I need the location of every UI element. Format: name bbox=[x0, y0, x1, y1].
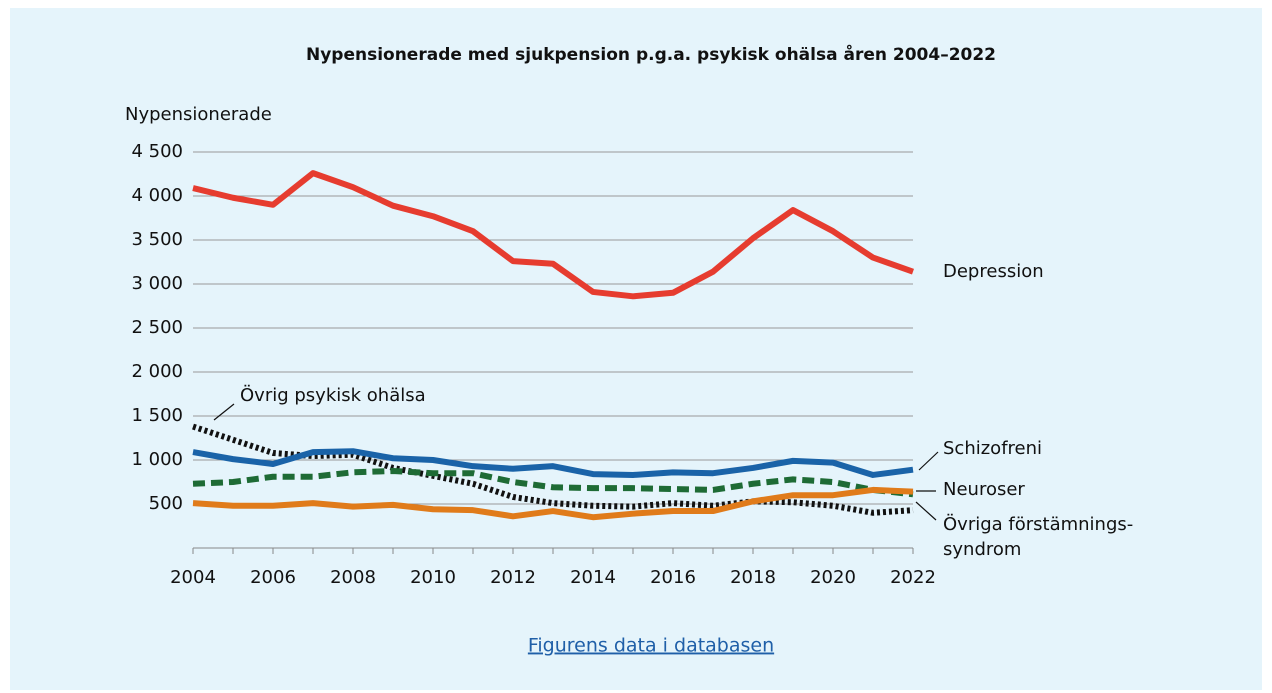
y-tick-label: 500 bbox=[149, 493, 183, 514]
y-tick-label: 4 000 bbox=[131, 185, 183, 206]
x-tick-label: 2012 bbox=[490, 567, 536, 588]
series-label: Schizofreni bbox=[943, 438, 1042, 459]
series-line bbox=[192, 448, 914, 478]
x-tick-label: 2010 bbox=[410, 567, 456, 588]
y-tick-label: 2 500 bbox=[131, 317, 183, 338]
y-tick-label: 1 500 bbox=[131, 405, 183, 426]
y-tick-label: 1 000 bbox=[131, 449, 183, 470]
chart-title: Nypensionerade med sjukpension p.g.a. ps… bbox=[306, 43, 996, 65]
x-tick-label: 2020 bbox=[810, 567, 856, 588]
x-tick-label: 2022 bbox=[890, 567, 936, 588]
x-tick-label: 2016 bbox=[650, 567, 696, 588]
series-line bbox=[192, 170, 914, 300]
series-label: Övriga förstämnings- bbox=[943, 513, 1133, 535]
series-line bbox=[192, 468, 914, 498]
series-label: Neuroser bbox=[943, 479, 1025, 500]
y-tick-label: 4 500 bbox=[131, 141, 183, 162]
x-tick-label: 2008 bbox=[330, 567, 376, 588]
y-axis-label: Nypensionerade bbox=[125, 104, 272, 125]
x-tick-label: 2018 bbox=[730, 567, 776, 588]
x-tick-label: 2014 bbox=[570, 567, 616, 588]
panel bbox=[10, 8, 1262, 690]
y-tick-label: 3 500 bbox=[131, 229, 183, 250]
x-tick-label: 2004 bbox=[170, 567, 216, 588]
y-tick-label: 3 000 bbox=[131, 273, 183, 294]
leader-line bbox=[918, 451, 939, 471]
leader-line bbox=[915, 501, 937, 521]
x-tick-label: 2006 bbox=[250, 567, 296, 588]
leader-line bbox=[213, 403, 235, 421]
data-link[interactable]: Figurens data i databasen bbox=[528, 635, 774, 657]
y-tick-label: 2 000 bbox=[131, 361, 183, 382]
series-label: Depression bbox=[943, 261, 1044, 282]
series-line bbox=[192, 486, 914, 521]
series-label: syndrom bbox=[943, 539, 1021, 560]
series-label: Övrig psykisk ohälsa bbox=[240, 384, 426, 406]
